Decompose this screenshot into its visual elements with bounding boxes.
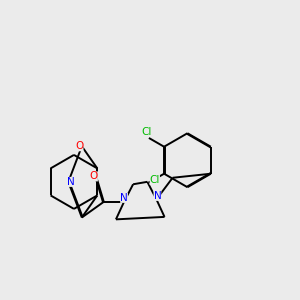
Text: N: N <box>67 177 75 187</box>
Text: Cl: Cl <box>150 175 160 185</box>
Text: O: O <box>75 141 83 151</box>
Text: N: N <box>120 193 128 203</box>
Text: O: O <box>90 171 98 182</box>
Text: N: N <box>154 191 161 201</box>
Text: Cl: Cl <box>141 127 152 137</box>
